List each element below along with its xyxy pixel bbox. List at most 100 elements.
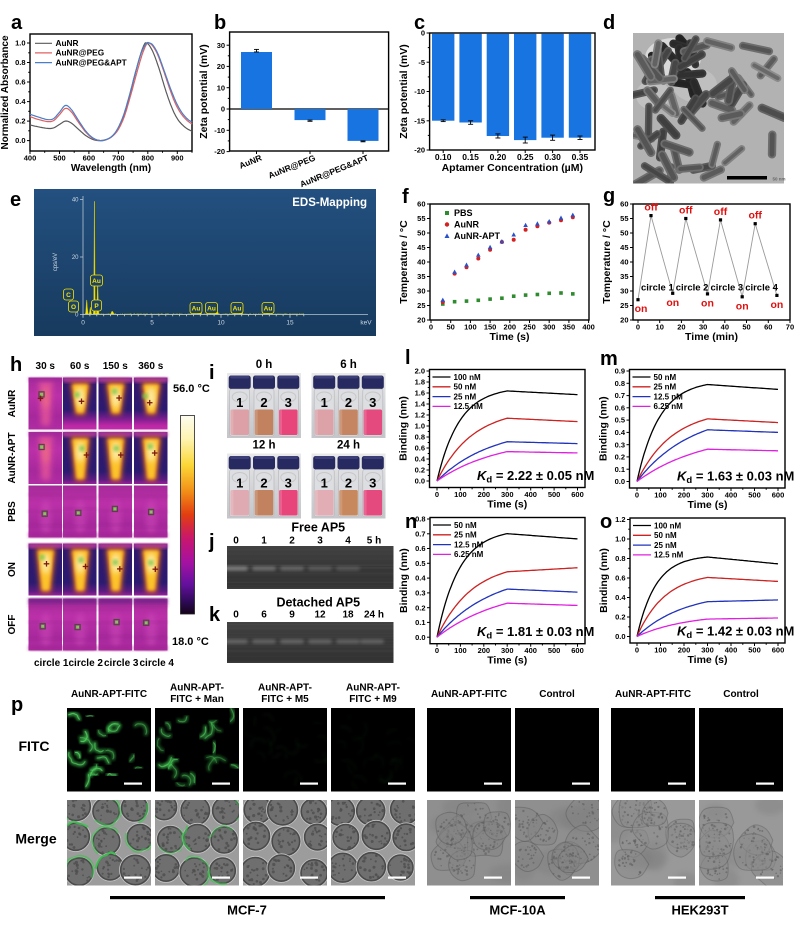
svg-text:b: b: [214, 12, 226, 34]
svg-text:Au: Au: [92, 278, 101, 285]
svg-text:24 h: 24 h: [337, 440, 360, 452]
svg-text:0.2: 0.2: [15, 117, 25, 126]
svg-text:on: on: [771, 299, 784, 311]
svg-text:0.3: 0.3: [615, 440, 625, 449]
svg-text:a: a: [11, 12, 23, 34]
svg-text:400: 400: [524, 490, 537, 499]
svg-text:Aptamer Concentration (µM): Aptamer Concentration (µM): [442, 162, 583, 174]
svg-text:Kd = 1.81 ± 0.03 nM: Kd = 1.81 ± 0.03 nM: [477, 624, 594, 642]
svg-text:20: 20: [217, 62, 225, 71]
svg-text:0: 0: [75, 313, 79, 319]
svg-text:0.2: 0.2: [415, 603, 425, 612]
svg-text:on: on: [666, 297, 679, 309]
svg-text:AuNR-APT-: AuNR-APT-: [170, 683, 224, 694]
svg-text:18: 18: [342, 610, 354, 621]
svg-text:Time (s): Time (s): [489, 331, 529, 343]
svg-text:0.4: 0.4: [415, 574, 426, 583]
svg-text:1: 1: [236, 476, 243, 491]
svg-text:1: 1: [236, 395, 243, 410]
svg-text:200: 200: [678, 491, 691, 500]
svg-text:15: 15: [286, 320, 294, 327]
svg-text:25 nM: 25 nM: [654, 383, 677, 392]
svg-text:Time (s): Time (s): [687, 499, 727, 511]
svg-text:300: 300: [501, 490, 514, 499]
svg-text:100: 100: [654, 646, 667, 655]
svg-text:off: off: [679, 205, 693, 217]
svg-text:300: 300: [701, 491, 714, 500]
svg-text:100: 100: [464, 323, 477, 332]
svg-text:70: 70: [786, 323, 794, 332]
svg-text:AuNR-APT-: AuNR-APT-: [346, 683, 400, 694]
svg-text:Wavelength (nm): Wavelength (nm): [71, 163, 151, 174]
svg-text:k: k: [209, 604, 221, 626]
svg-text:0: 0: [421, 29, 425, 38]
svg-text:600: 600: [83, 154, 96, 163]
svg-text:Au: Au: [192, 306, 201, 313]
svg-text:50: 50: [742, 323, 750, 332]
svg-text:0.6: 0.6: [415, 444, 425, 453]
svg-text:0.0: 0.0: [15, 136, 25, 145]
svg-text:900: 900: [171, 154, 184, 163]
svg-text:circle 3: circle 3: [710, 282, 743, 293]
svg-text:0.1: 0.1: [615, 465, 625, 474]
svg-text:cps/eV: cps/eV: [53, 253, 59, 271]
svg-text:6.25 nM: 6.25 nM: [454, 550, 484, 559]
svg-text:e: e: [10, 189, 21, 211]
svg-text:50 nM: 50 nM: [654, 373, 677, 382]
svg-text:0.15: 0.15: [462, 152, 479, 162]
svg-text:40: 40: [417, 258, 425, 267]
svg-text:Temperature / °C: Temperature / °C: [601, 220, 613, 304]
svg-text:24 h: 24 h: [364, 610, 384, 621]
svg-text:40: 40: [72, 198, 79, 204]
svg-text:2: 2: [260, 395, 267, 410]
svg-text:Temperature / °C: Temperature / °C: [398, 220, 410, 304]
svg-text:400: 400: [725, 491, 738, 500]
svg-text:Kd = 2.22 ± 0.05 nM: Kd = 2.22 ± 0.05 nM: [477, 468, 594, 486]
svg-text:200: 200: [504, 323, 517, 332]
svg-text:P: P: [94, 303, 99, 310]
svg-text:3: 3: [317, 536, 323, 547]
svg-text:50 nM: 50 nM: [454, 383, 477, 392]
svg-text:keV: keV: [360, 320, 372, 327]
svg-text:0.7: 0.7: [415, 529, 425, 538]
svg-text:Zeta potential (mV): Zeta potential (mV): [398, 44, 410, 139]
svg-text:500: 500: [53, 154, 66, 163]
svg-text:Time (s): Time (s): [687, 654, 727, 666]
svg-text:45: 45: [417, 243, 425, 252]
svg-text:250: 250: [523, 323, 536, 332]
svg-text:Binding (nm): Binding (nm): [598, 548, 610, 613]
svg-text:400: 400: [725, 646, 738, 655]
svg-text:3: 3: [285, 476, 292, 491]
svg-text:100: 100: [454, 646, 467, 655]
svg-text:Au: Au: [233, 306, 242, 313]
svg-text:Binding (nm): Binding (nm): [398, 396, 410, 461]
svg-text:0.4: 0.4: [415, 455, 426, 464]
svg-text:0.1: 0.1: [415, 618, 425, 627]
svg-text:2.0: 2.0: [415, 367, 425, 376]
svg-text:Normalized Absorbance: Normalized Absorbance: [0, 35, 11, 150]
svg-text:circle 1: circle 1: [641, 282, 674, 293]
svg-text:500: 500: [548, 646, 561, 655]
svg-text:400: 400: [524, 646, 537, 655]
svg-text:-10: -10: [414, 87, 425, 96]
svg-text:0: 0: [221, 105, 225, 114]
svg-text:1.2: 1.2: [615, 515, 625, 524]
svg-text:FITC + Man: FITC + Man: [170, 694, 224, 705]
svg-text:1: 1: [261, 536, 267, 547]
svg-text:0.5: 0.5: [615, 416, 625, 425]
svg-text:off: off: [644, 202, 658, 214]
svg-text:0.8: 0.8: [15, 58, 25, 67]
svg-text:o: o: [600, 511, 612, 533]
svg-text:700: 700: [112, 154, 125, 163]
svg-text:O: O: [71, 304, 76, 311]
svg-text:circle 2: circle 2: [69, 658, 104, 669]
svg-text:400: 400: [582, 323, 595, 332]
svg-text:-5: -5: [418, 58, 425, 67]
svg-text:on: on: [701, 297, 714, 309]
svg-text:0 h: 0 h: [256, 359, 273, 371]
svg-text:55: 55: [620, 214, 628, 223]
svg-text:0.35: 0.35: [572, 152, 589, 162]
svg-text:60: 60: [764, 323, 772, 332]
svg-text:Time (s): Time (s): [487, 499, 527, 511]
svg-text:360 s: 360 s: [138, 361, 163, 372]
